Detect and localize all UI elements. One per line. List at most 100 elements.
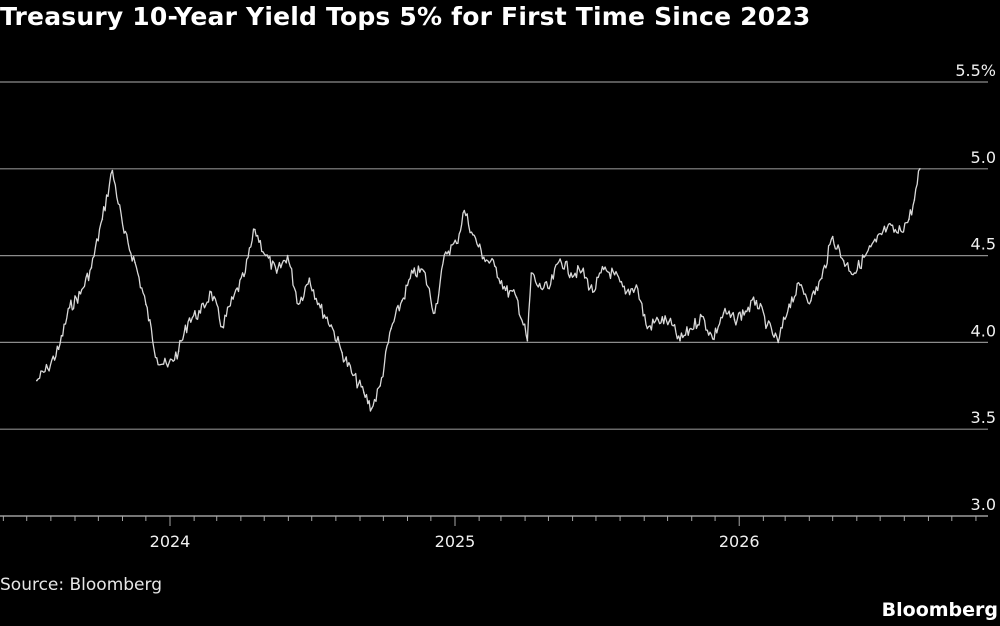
data-point (254, 228, 256, 231)
x-axis: 2024 2025 2026 (0, 515, 988, 551)
data-point (602, 268, 605, 271)
data-point (444, 251, 447, 253)
data-point (90, 267, 93, 269)
data-point (646, 327, 649, 330)
data-point (766, 324, 769, 326)
data-point (657, 319, 659, 321)
data-point (46, 367, 49, 370)
data-point (57, 348, 60, 351)
data-point (711, 338, 714, 340)
data-point (199, 312, 202, 314)
y-tick-label: 5.0 (971, 148, 996, 167)
data-point (493, 265, 496, 267)
y-axis-ticks: 3.0 3.5 4.0 4.5 5.0 5.5% (955, 61, 996, 514)
data-point (134, 261, 136, 264)
data-point (286, 254, 289, 257)
data-point (101, 218, 104, 220)
grid-lines (0, 81, 988, 517)
data-point (79, 293, 82, 295)
data-point (613, 273, 616, 276)
data-point (352, 374, 354, 377)
brand-logo: Bloomberg (881, 599, 998, 621)
data-point (412, 272, 414, 274)
data-point (897, 232, 899, 234)
data-point (123, 232, 125, 234)
data-point (265, 254, 267, 257)
data-point (755, 299, 758, 302)
data-point (624, 293, 627, 295)
data-point (690, 327, 692, 330)
data-point (156, 357, 158, 359)
data-point (210, 291, 213, 293)
data-point (483, 256, 485, 259)
x-tick-label: 2025 (435, 532, 476, 551)
data-point (341, 352, 343, 354)
data-point (592, 291, 594, 293)
data-point (463, 209, 466, 212)
data-point (853, 272, 856, 274)
data-point (166, 365, 169, 368)
data-point (777, 341, 779, 344)
data-point (68, 306, 71, 309)
data-point (559, 258, 561, 260)
data-point (455, 242, 458, 245)
yield-line (36, 168, 921, 412)
x-tick-label: 2024 (150, 532, 191, 551)
data-point (111, 169, 114, 172)
data-point (36, 379, 38, 382)
data-point (733, 319, 736, 321)
data-point (864, 254, 867, 257)
y-tick-label: 4.5 (971, 235, 996, 254)
data-point (581, 270, 583, 273)
data-point (908, 218, 910, 220)
data-point (701, 315, 703, 318)
data-point (537, 286, 540, 288)
data-point (379, 385, 382, 387)
data-point (913, 199, 916, 201)
y-tick-label: 5.5% (955, 61, 996, 80)
data-point (177, 350, 180, 352)
data-point (821, 277, 823, 280)
data-point (401, 299, 403, 302)
data-point (875, 240, 878, 243)
data-point (788, 303, 790, 306)
data-point (842, 260, 845, 262)
data-point (810, 299, 812, 302)
data-point (188, 317, 191, 319)
source-note: Source: Bloomberg (0, 575, 162, 595)
data-point (799, 284, 801, 286)
data-point (472, 234, 474, 236)
data-point (548, 287, 550, 290)
x-tick-label: 2026 (719, 532, 760, 551)
data-point (275, 272, 278, 274)
y-tick-label: 3.0 (971, 495, 996, 514)
data-point (370, 407, 373, 410)
data-point (390, 327, 392, 330)
data-point (570, 272, 572, 274)
data-point (319, 306, 322, 309)
chart-title: Treasury 10-Year Yield Tops 5% for First… (0, 2, 811, 31)
data-point (434, 312, 436, 314)
data-point (232, 298, 234, 300)
series-line (36, 168, 921, 412)
data-point (221, 326, 223, 328)
data-point (330, 324, 333, 326)
y-tick-label: 4.0 (971, 321, 996, 340)
data-point (886, 227, 888, 229)
data-point (297, 303, 300, 306)
data-point (919, 168, 921, 170)
data-point (145, 303, 147, 306)
data-point (243, 275, 245, 278)
data-point (831, 235, 834, 238)
data-point (679, 339, 681, 342)
data-point (744, 310, 747, 313)
data-point (668, 320, 670, 323)
data-point (515, 296, 518, 299)
data-point (504, 289, 507, 292)
data-point (635, 284, 638, 286)
data-point (526, 339, 529, 342)
data-point (530, 272, 533, 274)
data-point (423, 270, 425, 273)
data-point (308, 277, 311, 280)
